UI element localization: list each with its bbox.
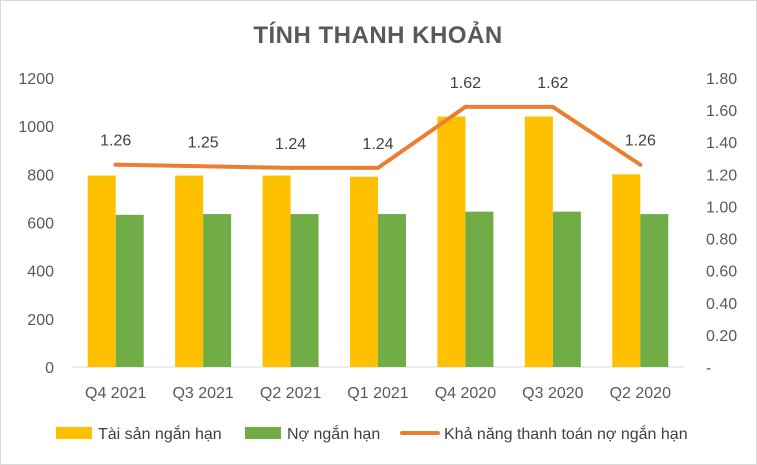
plot-area: 0 200 400 600 800 1000 1200 - 0.20 0.40 0.60 0.80 1.… bbox=[18, 71, 737, 402]
y-right-tick-label: 1.60 bbox=[706, 103, 737, 120]
line-point bbox=[288, 165, 293, 170]
bar-no-ngan-han bbox=[203, 214, 232, 367]
y-right-tick-label: 1.20 bbox=[706, 167, 737, 184]
bar-no-ngan-han bbox=[115, 214, 144, 367]
y-right-tick-label: - bbox=[706, 360, 711, 377]
x-tick-label: Q4 2020 bbox=[435, 385, 496, 402]
data-label: 1.26 bbox=[100, 133, 131, 150]
line-point bbox=[201, 164, 206, 169]
y-right-tick-label: 0.20 bbox=[706, 328, 737, 345]
y-right-tick-label: 1.80 bbox=[706, 71, 737, 88]
bar-no-ngan-han bbox=[378, 214, 406, 367]
y-right-tick-label: 0.80 bbox=[706, 232, 737, 249]
legend-label: Khả năng thanh toán nợ ngắn hạn bbox=[444, 424, 688, 443]
line-point bbox=[638, 162, 643, 167]
y-left-tick-label: 0 bbox=[45, 360, 54, 377]
line-point bbox=[113, 162, 118, 167]
bar-no-ngan-han bbox=[552, 211, 581, 367]
bar-no-ngan-han bbox=[465, 211, 494, 367]
y-left-tick-label: 400 bbox=[27, 264, 54, 281]
x-tick-label: Q4 2021 bbox=[85, 385, 146, 402]
y-left-tick-label: 800 bbox=[27, 167, 54, 184]
bar-tai-san-ngan-han bbox=[437, 116, 466, 368]
x-tick-label: Q2 2021 bbox=[260, 385, 321, 402]
x-tick-label: Q2 2020 bbox=[610, 385, 671, 402]
line-point bbox=[550, 104, 555, 109]
data-label: 1.24 bbox=[275, 136, 306, 153]
y-left-tick-label: 1000 bbox=[18, 119, 54, 136]
x-tick-label: Q3 2021 bbox=[172, 385, 233, 402]
bar-tai-san-ngan-han bbox=[175, 175, 204, 367]
y-left-tick-label: 200 bbox=[27, 312, 54, 329]
y-right-tick-label: 0.40 bbox=[706, 296, 737, 313]
bar-tai-san-ngan-han bbox=[524, 116, 553, 368]
data-label: 1.62 bbox=[537, 75, 568, 92]
legend-swatch bbox=[56, 427, 92, 439]
data-label: 1.25 bbox=[188, 134, 219, 151]
legend-label: Tài sản ngắn hạn bbox=[98, 424, 222, 443]
data-label: 1.62 bbox=[450, 75, 481, 92]
x-tick-label: Q1 2021 bbox=[347, 385, 408, 402]
data-label: 1.24 bbox=[362, 136, 393, 153]
bar-tai-san-ngan-han bbox=[612, 174, 641, 367]
bar-no-ngan-han bbox=[640, 214, 669, 367]
legend-swatch bbox=[245, 427, 281, 439]
y-right-tick-label: 1.00 bbox=[706, 199, 737, 216]
data-label: 1.26 bbox=[625, 133, 656, 150]
line-point bbox=[463, 104, 468, 109]
line-point bbox=[376, 165, 380, 170]
x-tick-label: Q3 2020 bbox=[522, 385, 583, 402]
legend-label: Nợ ngắn hạn bbox=[287, 424, 380, 443]
bar-tai-san-ngan-han bbox=[262, 175, 291, 367]
y-left-tick-label: 1200 bbox=[18, 71, 54, 88]
legend: Tài sản ngắn hạn Nợ ngắn hạn Khả năng than… bbox=[56, 424, 688, 443]
chart-title: TÍNH THANH KHOẢN bbox=[253, 20, 502, 49]
y-left-tick-label: 600 bbox=[27, 216, 54, 233]
bar-tai-san-ngan-han bbox=[350, 176, 378, 367]
bar-tai-san-ngan-han bbox=[87, 175, 116, 367]
y-right-tick-label: 0.60 bbox=[706, 264, 737, 281]
y-right-tick-label: 1.40 bbox=[706, 135, 737, 152]
bar-no-ngan-han bbox=[290, 214, 319, 367]
